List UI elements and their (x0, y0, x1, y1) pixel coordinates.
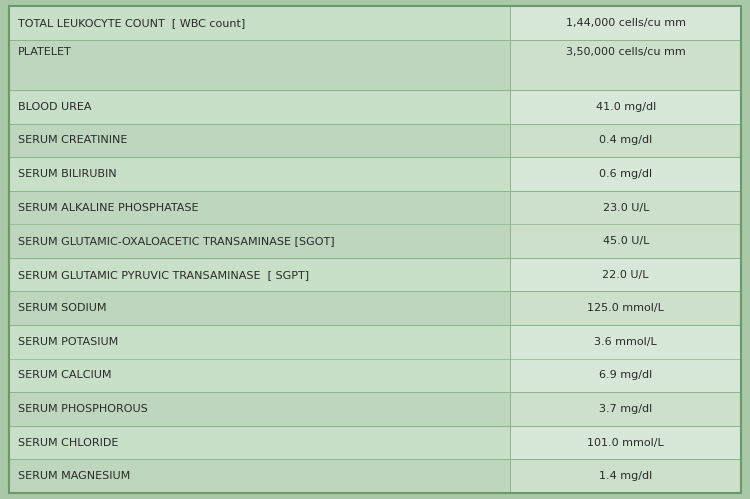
Bar (9, 291, 511, 325)
Bar (511, 39, 741, 90)
Text: PLATELET: PLATELET (18, 47, 72, 57)
Bar (9, 325, 511, 392)
Text: 101.0 mmol/L: 101.0 mmol/L (587, 438, 664, 448)
Text: 22.0 U/L: 22.0 U/L (602, 269, 649, 280)
Bar (511, 258, 741, 291)
Bar (511, 291, 741, 325)
Text: 23.0 U/L: 23.0 U/L (602, 203, 649, 213)
Text: 1,44,000 cells/cu mm: 1,44,000 cells/cu mm (566, 18, 686, 28)
Bar (511, 392, 741, 426)
Bar (9, 191, 511, 258)
Text: 6.9 mg/dl: 6.9 mg/dl (599, 370, 652, 380)
Text: 41.0 mg/dl: 41.0 mg/dl (596, 102, 656, 112)
Bar (511, 325, 741, 392)
Text: SERUM GLUTAMIC-OXALOACETIC TRANSAMINASE [SGOT]: SERUM GLUTAMIC-OXALOACETIC TRANSAMINASE … (18, 236, 334, 246)
Text: TOTAL LEUKOCYTE COUNT  [ WBC count]: TOTAL LEUKOCYTE COUNT [ WBC count] (18, 18, 245, 28)
Text: BLOOD UREA: BLOOD UREA (18, 102, 92, 112)
Bar (9, 90, 511, 124)
Bar (9, 157, 511, 191)
Text: SERUM CREATININE: SERUM CREATININE (18, 135, 128, 145)
Bar (9, 258, 511, 291)
Text: SERUM SODIUM: SERUM SODIUM (18, 303, 106, 313)
Text: 3.6 mmol/L: 3.6 mmol/L (594, 337, 657, 347)
Text: 1.4 mg/dl: 1.4 mg/dl (599, 471, 652, 481)
Bar (511, 426, 741, 460)
Text: 3,50,000 cells/cu mm: 3,50,000 cells/cu mm (566, 47, 686, 57)
Text: SERUM ALKALINE PHOSPHATASE: SERUM ALKALINE PHOSPHATASE (18, 203, 199, 213)
Text: SERUM POTASIUM: SERUM POTASIUM (18, 337, 118, 347)
Text: SERUM PHOSPHOROUS: SERUM PHOSPHOROUS (18, 404, 148, 414)
Text: SERUM MAGNESIUM: SERUM MAGNESIUM (18, 471, 130, 481)
Text: SERUM GLUTAMIC PYRUVIC TRANSAMINASE  [ SGPT]: SERUM GLUTAMIC PYRUVIC TRANSAMINASE [ SG… (18, 269, 309, 280)
Bar (9, 124, 511, 157)
Text: 3.7 mg/dl: 3.7 mg/dl (599, 404, 652, 414)
Bar (511, 460, 741, 493)
Bar (9, 392, 511, 426)
Bar (9, 39, 511, 90)
Text: 45.0 U/L: 45.0 U/L (602, 236, 649, 246)
Text: 125.0 mmol/L: 125.0 mmol/L (587, 303, 664, 313)
Bar (511, 124, 741, 157)
Bar (9, 426, 511, 460)
Bar (9, 6, 511, 39)
Text: 0.6 mg/dl: 0.6 mg/dl (599, 169, 652, 179)
Bar (511, 191, 741, 258)
Bar (9, 460, 511, 493)
Bar (511, 90, 741, 124)
Text: SERUM CHLORIDE: SERUM CHLORIDE (18, 438, 118, 448)
Text: 0.4 mg/dl: 0.4 mg/dl (599, 135, 652, 145)
Bar (511, 6, 741, 39)
Text: SERUM CALCIUM: SERUM CALCIUM (18, 370, 112, 380)
Bar (511, 157, 741, 191)
Text: SERUM BILIRUBIN: SERUM BILIRUBIN (18, 169, 117, 179)
